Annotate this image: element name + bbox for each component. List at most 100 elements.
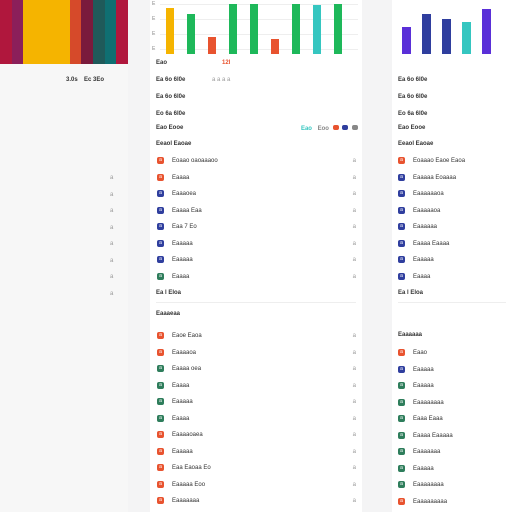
stat-extra: a a a a <box>212 77 231 83</box>
chevron-right-icon[interactable]: a <box>352 432 356 438</box>
r-stat-row-0: Ea 6o 6l0e <box>392 75 512 85</box>
color-stripe <box>69 0 82 64</box>
filter-tag[interactable]: Eao <box>300 125 312 132</box>
item-badge-icon: a <box>157 272 164 280</box>
list-item[interactable]: a Eaa 7 Eo a <box>150 222 362 232</box>
item-badge-icon: a <box>157 206 164 214</box>
chevron-right-icon[interactable]: a <box>352 191 356 197</box>
list-item[interactable]: a Eaaaaaaa <box>392 447 512 457</box>
filter-label: Eao Eooe <box>156 125 184 131</box>
list-item[interactable]: a Eaoe Eaoa a <box>150 331 362 341</box>
chevron-right-icon[interactable]: a <box>352 257 356 263</box>
list-item[interactable]: a Eaaaaa Eoo a <box>150 480 362 490</box>
chevron-right-icon[interactable]: a <box>352 174 356 181</box>
item-badge-icon: a <box>157 381 164 389</box>
list-item-label: Eaaaaa <box>172 240 193 247</box>
chart-bar <box>462 21 471 54</box>
list-item[interactable]: a Eoaao oaoaaaoo a <box>150 156 362 166</box>
filter-dot-orange[interactable] <box>332 124 339 130</box>
list-item-label: Eaaaaaaa <box>413 449 441 455</box>
list-item-label: Eaaaaa Eoaaaa <box>413 174 457 181</box>
chevron-right-icon[interactable]: a <box>110 175 114 181</box>
gridline <box>160 34 358 35</box>
chart-bar <box>482 9 491 54</box>
chevron-right-icon[interactable]: a <box>352 273 356 280</box>
list-item[interactable]: a Eaaaaoaea a <box>150 430 362 440</box>
chevron-right-icon[interactable]: a <box>110 191 114 198</box>
item-badge-icon: a <box>398 157 405 164</box>
chevron-right-icon[interactable]: a <box>352 382 356 389</box>
chevron-right-icon[interactable]: a <box>352 158 356 164</box>
chevron-right-icon[interactable]: a <box>352 333 356 339</box>
chevron-right-icon[interactable]: a <box>352 498 356 504</box>
item-badge-icon: a <box>398 497 405 505</box>
list-item[interactable]: a Eaaaaaaoa <box>392 189 512 199</box>
chevron-right-icon[interactable]: a <box>110 241 114 247</box>
chevron-right-icon[interactable]: a <box>352 224 356 230</box>
item-badge-icon: a <box>398 239 405 247</box>
list-item[interactable]: a Eoaaao Eaoe Eaoa <box>392 156 512 166</box>
chevron-right-icon[interactable]: a <box>352 399 356 405</box>
list-item[interactable]: a Eaaaa Eaa a <box>150 206 362 216</box>
list-item[interactable]: a Eaaaa <box>392 272 512 282</box>
y-tick-label: E <box>152 46 156 52</box>
list-item[interactable]: a Eaaaa Eaaaa <box>392 239 512 249</box>
chevron-right-icon[interactable]: a <box>352 448 356 455</box>
list-item-label: Eaaaaaaaa <box>413 399 444 406</box>
filter-tag-2[interactable]: Eoo <box>317 125 329 132</box>
list-item[interactable]: a Eaao <box>392 348 512 358</box>
item-badge-icon: a <box>398 256 405 263</box>
list-item[interactable]: a Eaaaaaoa <box>392 206 512 216</box>
middle-bar-chart: E E E E <box>150 0 362 54</box>
chevron-right-icon[interactable]: a <box>110 274 114 280</box>
chevron-right-icon[interactable]: a <box>110 208 114 214</box>
r-stat-row-2: Eo 6a 6l0e <box>392 109 512 119</box>
list-item[interactable]: a Eaaa Eaaa <box>392 414 512 424</box>
chevron-right-icon[interactable]: a <box>110 224 114 231</box>
list-item[interactable]: a Eaaaa Eaaaaa <box>392 431 512 441</box>
chevron-right-icon[interactable]: a <box>352 481 356 488</box>
r-filter-row[interactable]: Eao Eooe <box>392 123 512 133</box>
filter-row[interactable]: Eao Eooe Eao Eoo <box>150 123 362 133</box>
chevron-right-icon[interactable]: a <box>110 257 114 264</box>
list-item[interactable]: a Eaaaaaaaaa <box>392 497 512 507</box>
chevron-right-icon[interactable]: a <box>352 240 356 247</box>
subtotal-row: Ea l Eloa <box>150 288 362 298</box>
list-item-label: Eaa 7 Eo <box>172 224 197 230</box>
list-item[interactable]: a Eaaaaa Eoaaaa <box>392 173 512 183</box>
chevron-right-icon[interactable]: a <box>352 349 356 356</box>
color-stripe <box>81 0 94 64</box>
chevron-right-icon[interactable]: a <box>352 415 356 422</box>
chevron-right-icon[interactable]: a <box>110 290 114 297</box>
list-item[interactable]: a Eaaaaoa a <box>150 348 362 358</box>
list-item[interactable]: a Eaaaa oea a <box>150 364 362 374</box>
chevron-right-icon[interactable]: a <box>352 207 356 214</box>
filter-dot-gray[interactable] <box>352 124 358 130</box>
list-item[interactable]: a Eaaaoea a <box>150 189 362 199</box>
chevron-right-icon[interactable]: a <box>352 465 356 471</box>
list-item-label: Eaaaaaoa <box>413 207 441 214</box>
chevron-right-icon[interactable]: a <box>352 366 356 372</box>
item-badge-icon: a <box>157 398 164 405</box>
list-item[interactable]: a Eaa Eaoaa Eo a <box>150 463 362 473</box>
color-stripe <box>23 0 47 64</box>
color-stripe <box>11 0 24 64</box>
item-badge-icon: a <box>157 431 164 438</box>
filter-dot-navy[interactable] <box>342 124 349 130</box>
